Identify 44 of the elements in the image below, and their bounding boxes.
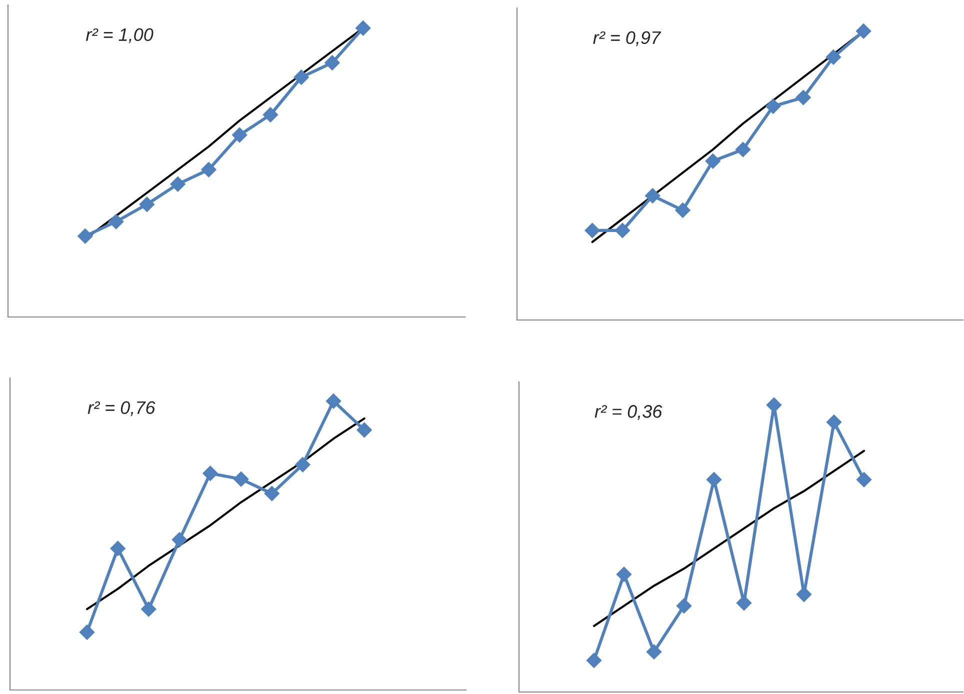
point (675, 202, 690, 218)
point (826, 50, 841, 65)
point (139, 196, 155, 212)
point (766, 397, 782, 413)
point (170, 176, 186, 192)
annotation: r² = 0,76 (88, 401, 156, 416)
point (584, 222, 600, 238)
point (202, 466, 218, 481)
point (356, 20, 371, 36)
point (326, 394, 342, 409)
point (586, 652, 602, 668)
point (172, 532, 188, 548)
point (294, 70, 309, 85)
point (646, 644, 662, 660)
point (234, 472, 249, 487)
annotation: r² = 0,36 (594, 405, 662, 420)
point (796, 586, 812, 602)
point (201, 162, 216, 178)
point (826, 414, 842, 430)
point (856, 24, 872, 39)
point (735, 142, 751, 158)
point (705, 154, 720, 169)
point (141, 602, 156, 617)
point (264, 486, 280, 502)
point (766, 98, 781, 114)
point (676, 598, 692, 614)
point (78, 228, 93, 244)
point (706, 472, 722, 488)
point (856, 472, 872, 488)
point (645, 188, 660, 204)
point (324, 55, 340, 70)
point (796, 90, 811, 106)
point (232, 127, 248, 143)
point (614, 222, 630, 238)
annotation: r² = 1,00 (86, 28, 154, 44)
annotation: r² = 0,97 (593, 31, 662, 46)
point (110, 540, 126, 556)
point (262, 107, 278, 122)
point (108, 214, 124, 230)
point (356, 422, 372, 438)
point (736, 595, 752, 611)
point (295, 457, 310, 472)
point (79, 624, 95, 640)
point (616, 566, 632, 582)
